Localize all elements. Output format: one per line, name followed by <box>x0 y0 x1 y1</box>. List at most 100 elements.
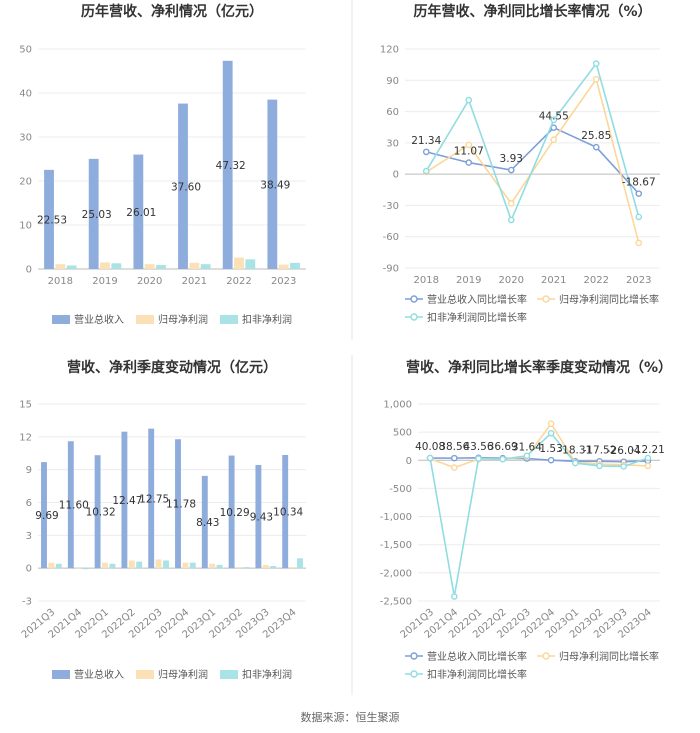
legend-swatch <box>220 670 238 679</box>
legend-label: 归母净利润同比增长率 <box>559 650 659 663</box>
y-tick-label: 10 <box>19 221 32 232</box>
point-营业总收入同比增长率 <box>507 166 515 174</box>
x-tick-label: 2020 <box>499 275 524 286</box>
data-label: 47.32 <box>216 160 246 172</box>
legend-label: 营业总收入 <box>74 668 124 681</box>
y-tick-label: -90 <box>383 264 399 275</box>
chart-title: 营收、净利同比增长率季度变动情况（%） <box>406 359 672 376</box>
bar-营业总收入 <box>222 60 233 270</box>
bar-扣非净利润 <box>216 564 223 569</box>
legend-item[interactable]: 扣非净利润同比增长率 <box>405 668 527 681</box>
data-label: -18.67 <box>622 177 656 189</box>
point-归母净利润同比增长率 <box>644 462 652 470</box>
data-label: 38.49 <box>260 179 290 191</box>
bar-归母净利润 <box>209 563 216 569</box>
point-扣非净利润同比增长率 <box>475 455 482 462</box>
y-tick-label: 12 <box>19 432 32 443</box>
legend-item[interactable]: 营业总收入同比增长率 <box>405 650 527 663</box>
data-label: 10.34 <box>273 507 303 519</box>
y-tick-label: 1,000 <box>383 400 412 411</box>
bar-营业总收入 <box>67 441 74 569</box>
bar-扣非净利润 <box>245 259 256 269</box>
bar-扣非净利润 <box>82 568 89 570</box>
legend-item[interactable]: 归母净利润同比增长率 <box>537 293 659 306</box>
legend-item[interactable]: 营业总收入 <box>52 668 124 681</box>
series-line-营业总收入同比增长率 <box>426 126 640 195</box>
bar-归母净利润 <box>189 262 200 269</box>
data-label: 40.08 <box>415 441 445 453</box>
bar-扣非净利润 <box>270 565 277 569</box>
point-归母净利润同比增长率 <box>507 200 515 207</box>
legend-item[interactable]: 归母净利润 <box>136 313 208 326</box>
x-tick-label: 2022 <box>584 275 609 286</box>
point-归母净利润同比增长率 <box>635 239 643 247</box>
point-扣非净利润同比增长率 <box>572 459 579 467</box>
data-label: 11.07 <box>454 146 484 158</box>
legend-swatch <box>136 670 154 679</box>
legend-item[interactable]: 营业总收入同比增长率 <box>405 293 527 306</box>
x-tick-label: 2021 <box>541 275 566 286</box>
point-扣非净利润同比增长率 <box>422 167 430 175</box>
bar-营业总收入 <box>201 475 208 569</box>
data-label: 3.93 <box>500 153 523 165</box>
bar-营业总收入 <box>148 428 155 569</box>
y-tick-label: 0 <box>406 456 412 467</box>
bar-营业总收入 <box>44 169 54 269</box>
y-tick-label: 15 <box>19 400 32 411</box>
data-label: 31.64 <box>512 442 542 454</box>
point-扣非净利润同比增长率 <box>465 96 473 104</box>
point-扣非净利润同比增长率 <box>499 455 507 463</box>
legend-item[interactable]: 扣非净利润同比增长率 <box>405 311 527 324</box>
legend-item[interactable]: 归母净利润同比增长率 <box>537 650 659 663</box>
legend-item[interactable]: 营业总收入 <box>52 313 124 326</box>
bar-扣非净利润 <box>156 265 166 269</box>
chart-title: 历年营收、净利同比增长率情况（%） <box>413 3 651 20</box>
data-label: 37.60 <box>171 181 201 193</box>
legend-swatch <box>52 315 70 324</box>
legend-marker <box>410 313 418 321</box>
x-tick-label: 2020 <box>137 276 162 287</box>
data-label: 38.56 <box>439 441 469 453</box>
x-tick-label: 2023 <box>271 276 296 287</box>
y-tick-label: 50 <box>19 45 32 56</box>
legend-item[interactable]: 归母净利润 <box>136 668 208 681</box>
bar-归母净利润 <box>155 559 162 569</box>
point-归母净利润同比增长率 <box>450 464 458 471</box>
point-归母净利润同比增长率 <box>550 136 558 144</box>
point-营业总收入同比增长率 <box>547 456 555 464</box>
point-扣非净利润同比增长率 <box>592 60 600 67</box>
y-tick-label: -60 <box>383 232 399 243</box>
chart-title: 营收、净利季度变动情况（亿元） <box>67 359 277 376</box>
data-label: 26.01 <box>126 207 156 219</box>
point-归母净利润同比增长率 <box>465 141 473 149</box>
bar-扣非净利润 <box>109 563 116 569</box>
point-扣非净利润同比增长率 <box>635 213 643 221</box>
x-tick-label: 2018 <box>414 275 439 286</box>
data-label: 36.69 <box>488 441 518 453</box>
y-tick-label: 90 <box>386 76 399 87</box>
bar-营业总收入 <box>267 99 278 269</box>
point-扣非净利润同比增长率 <box>507 216 515 224</box>
legend-label: 营业总收入同比增长率 <box>427 650 527 663</box>
bar-营业总收入 <box>178 103 188 269</box>
bar-营业总收入 <box>133 154 144 269</box>
bar-营业总收入 <box>282 455 289 569</box>
point-扣非净利润同比增长率 <box>426 454 434 462</box>
y-tick-label: 0 <box>26 564 32 575</box>
legend-label: 扣非净利润同比增长率 <box>427 311 527 324</box>
legend-swatch <box>52 670 70 679</box>
y-tick-label: 30 <box>19 133 32 144</box>
bar-归母净利润 <box>55 264 66 269</box>
legend-item[interactable]: 扣非净利润 <box>220 668 292 681</box>
legend-item[interactable]: 扣非净利润 <box>220 313 292 326</box>
data-source-note: 数据来源：恒生聚源 <box>300 711 400 724</box>
bar-归母净利润 <box>182 562 189 569</box>
legend-marker <box>542 295 550 303</box>
y-tick-label: 120 <box>380 45 399 56</box>
data-label: 12.47 <box>112 495 142 507</box>
legend-label: 归母净利润 <box>158 313 208 326</box>
point-归母净利润同比增长率 <box>547 420 555 428</box>
point-营业总收入同比增长率 <box>635 190 643 197</box>
legend-label: 营业总收入 <box>74 313 124 326</box>
